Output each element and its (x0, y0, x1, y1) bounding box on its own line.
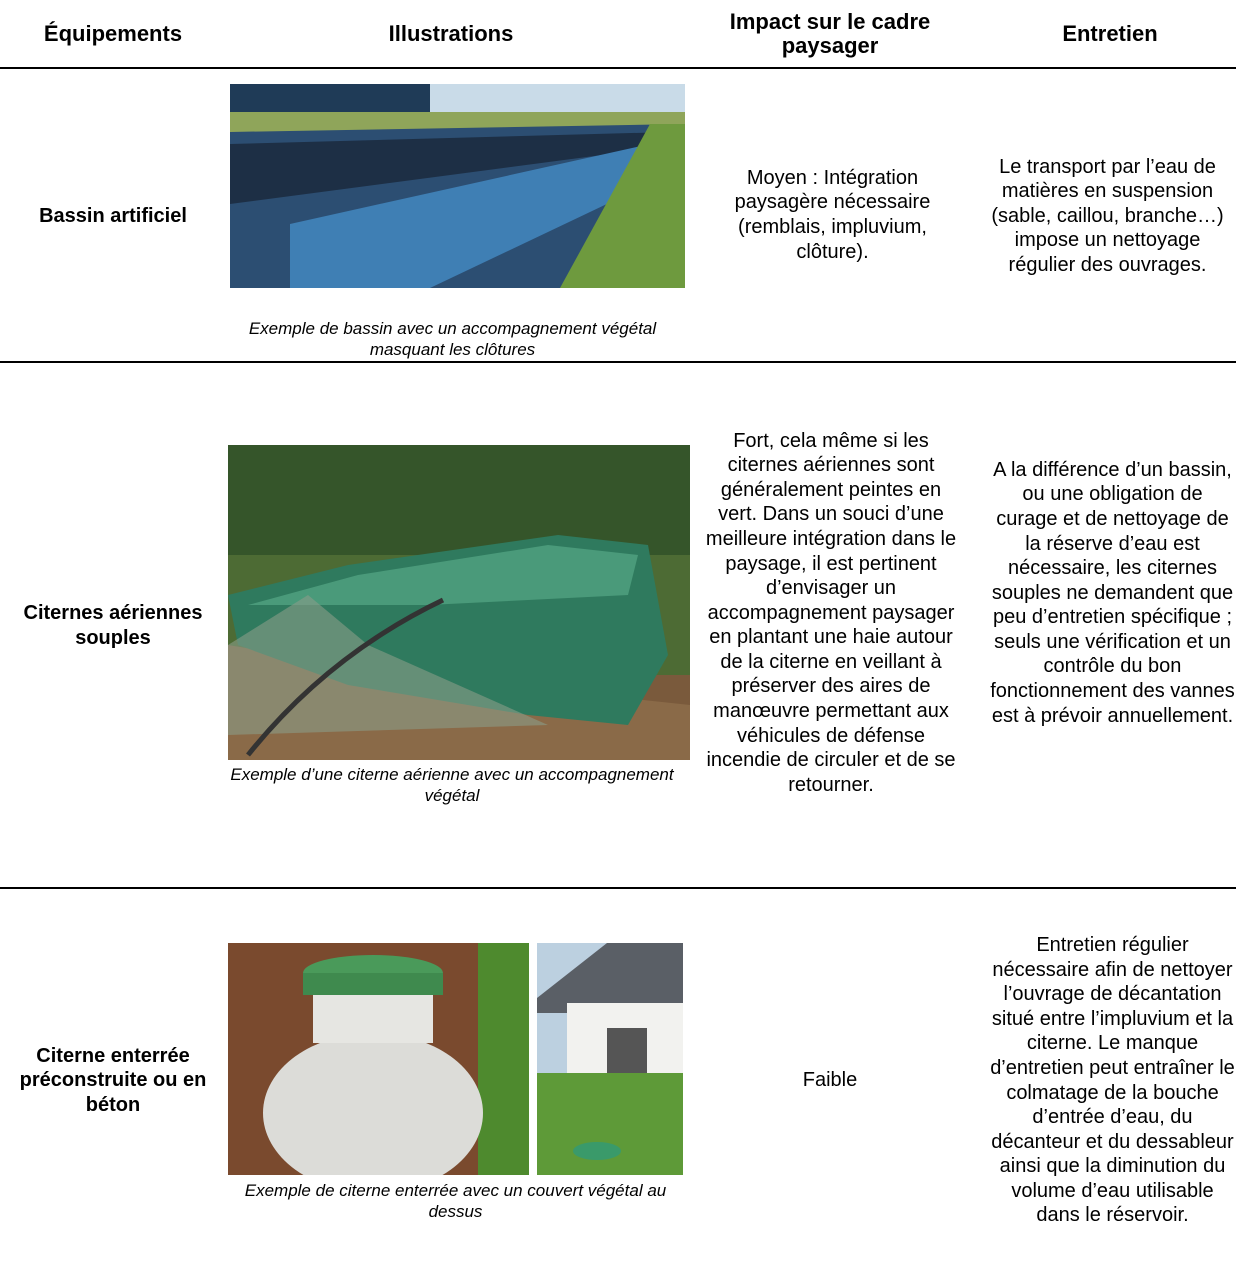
rule (0, 361, 1236, 363)
header-cell: Illustrations (388, 21, 514, 46)
header-cell: Équipements (43, 21, 183, 46)
impact: Moyen : Intégration paysagère nécessaire… (734, 166, 931, 263)
impact: Fort, cela même si les citernes aérienne… (705, 429, 957, 796)
caption: Exemple de citerne enterrée avec un couv… (244, 1181, 667, 1221)
photo-garden (537, 943, 683, 1175)
equipment: Bassin artificiel (39, 204, 187, 227)
maintenance: Entretien régulier nécessaire afin de ne… (990, 933, 1235, 1227)
caption: Exemple d’une citerne aérienne avec un a… (230, 765, 674, 805)
maintenance: Le transport par l’eau de matières en su… (991, 155, 1224, 276)
impact: Faible (802, 1069, 858, 1092)
header-cell: Entretien (1062, 21, 1158, 46)
rule (0, 887, 1236, 889)
equipment: Citernes aériennes souples (23, 601, 203, 649)
rule (0, 67, 1236, 69)
photo-basin (230, 84, 685, 288)
header-cell: Impact sur le cadre paysager (729, 9, 931, 58)
photo-buried-tank (228, 943, 529, 1175)
caption: Exemple de bassin avec un accompagnement… (248, 319, 657, 359)
equipment: Citerne enterrée préconstruite ou en bét… (19, 1044, 207, 1116)
photo-tank (228, 445, 690, 760)
maintenance: A la différence d’un bassin, ou une obli… (990, 458, 1235, 727)
